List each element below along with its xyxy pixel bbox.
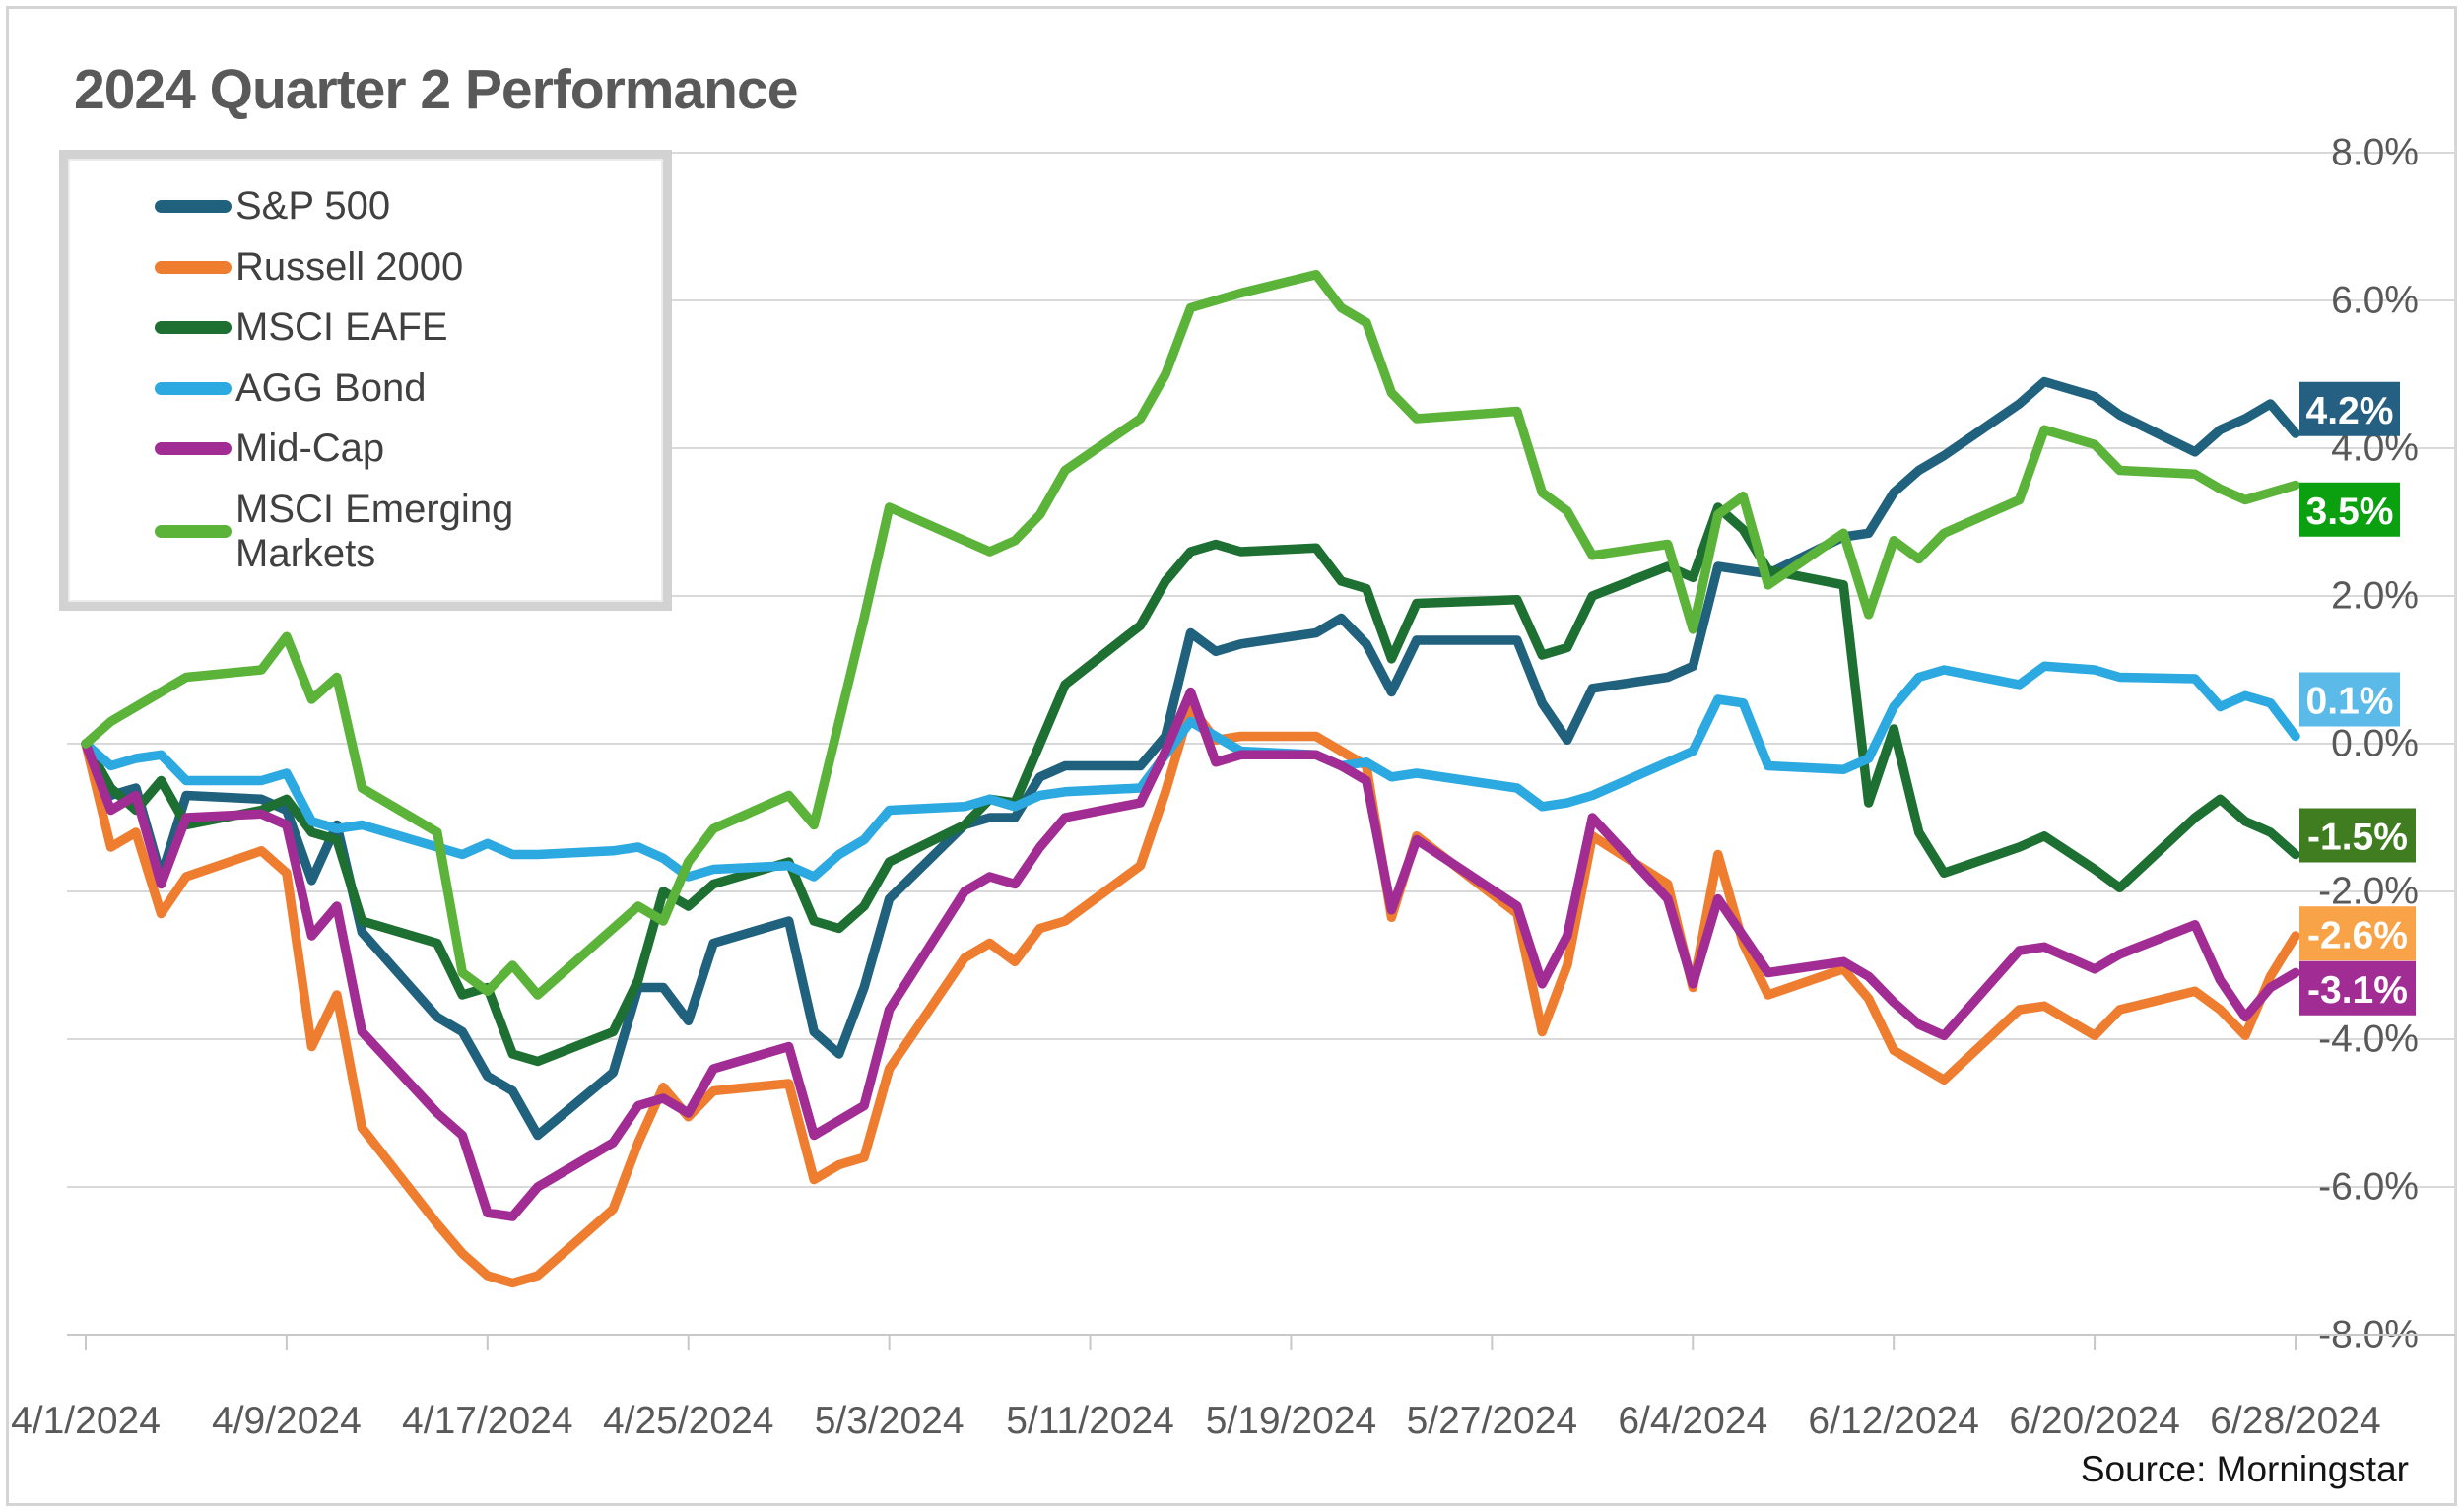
- legend-item-agg-bond: AGG Bond: [155, 366, 663, 411]
- legend-item-mid-cap: Mid-Cap: [155, 427, 663, 471]
- legend-swatch-mid-cap: [155, 442, 232, 456]
- legend-item-russell2000: Russell 2000: [155, 245, 663, 290]
- legend-label-msci-eafe: MSCI EAFE: [235, 305, 448, 350]
- x-axis-label: 5/19/2024: [1206, 1400, 1377, 1442]
- legend-swatch-msci-eafe: [155, 321, 232, 335]
- legend-label-mid-cap: Mid-Cap: [235, 427, 385, 471]
- x-axis-label: 5/3/2024: [815, 1400, 965, 1442]
- end-label-box-russell2000: [2299, 906, 2416, 961]
- y-axis-label: -6.0%: [2318, 1166, 2419, 1209]
- legend-item-msci-eafe: MSCI EAFE: [155, 305, 663, 350]
- legend-item-sp500: S&P 500: [155, 184, 663, 229]
- series-line-msci-eafe: [81, 502, 2300, 1067]
- source-note: Source: Morningstar: [2080, 1449, 2409, 1489]
- x-axis-label: 6/12/2024: [1808, 1400, 1979, 1442]
- legend-items: S&P 500 Russell 2000 MSCI EAFE AGG Bond Mid-…: [68, 159, 663, 602]
- y-axis-label: -4.0%: [2318, 1019, 2419, 1061]
- end-label-text-msci-eafe: -1.5%: [2307, 817, 2408, 859]
- end-label-box-mid-cap: [2299, 960, 2416, 1016]
- x-axis-label: 5/27/2024: [1407, 1400, 1578, 1442]
- end-label-box-agg-bond: [2299, 672, 2400, 727]
- y-axis-label: 2.0%: [2331, 575, 2419, 618]
- end-label-box-sp500: [2299, 381, 2400, 436]
- end-label-box-msci-eafe: [2299, 808, 2416, 863]
- legend-label-msci-em: MSCI Emerging Markets: [235, 487, 514, 575]
- end-label-box-msci-em: [2299, 482, 2400, 537]
- y-axis-label: 6.0%: [2331, 280, 2419, 322]
- end-label-text-agg-bond: 0.1%: [2306, 681, 2394, 723]
- end-label-text-mid-cap: -3.1%: [2307, 969, 2408, 1012]
- x-axis-label: 5/11/2024: [1006, 1400, 1174, 1442]
- legend-swatch-msci-em: [155, 525, 232, 539]
- end-label-text-sp500: 4.2%: [2306, 390, 2394, 432]
- series-line-msci-em: [81, 270, 2300, 1000]
- x-axis-label: 4/17/2024: [402, 1400, 573, 1442]
- x-axis-label: 4/25/2024: [603, 1400, 774, 1442]
- legend-swatch-agg-bond: [155, 381, 232, 395]
- y-axis-label: 0.0%: [2331, 723, 2419, 765]
- legend: S&P 500 Russell 2000 MSCI EAFE AGG Bond Mid-…: [59, 150, 672, 611]
- legend-swatch-sp500: [155, 200, 232, 214]
- y-axis-label: -2.0%: [2318, 871, 2419, 913]
- legend-label-sp500: S&P 500: [235, 184, 391, 229]
- chart-title: 2024 Quarter 2 Performance: [74, 58, 798, 121]
- legend-label-russell2000: Russell 2000: [235, 244, 464, 289]
- x-axis-label: 6/28/2024: [2210, 1400, 2381, 1442]
- series-line-sp500: [81, 376, 2300, 1141]
- x-axis-label: 4/1/2024: [11, 1400, 161, 1442]
- x-axis-label: 6/20/2024: [2009, 1400, 2180, 1442]
- series-line-russell2000: [81, 701, 2300, 1288]
- y-axis-label: 8.0%: [2331, 132, 2419, 174]
- end-label-text-russell2000: -2.6%: [2307, 914, 2408, 956]
- end-label-text-msci-em: 3.5%: [2306, 491, 2394, 533]
- x-axis-label: 4/9/2024: [212, 1400, 362, 1442]
- series-line-mid-cap: [81, 687, 2300, 1221]
- legend-swatch-russell2000: [155, 260, 232, 274]
- x-axis-label: 6/4/2024: [1618, 1400, 1767, 1442]
- legend-label-agg-bond: AGG Bond: [235, 365, 427, 410]
- legend-item-msci-em: MSCI Emerging Markets: [155, 488, 663, 576]
